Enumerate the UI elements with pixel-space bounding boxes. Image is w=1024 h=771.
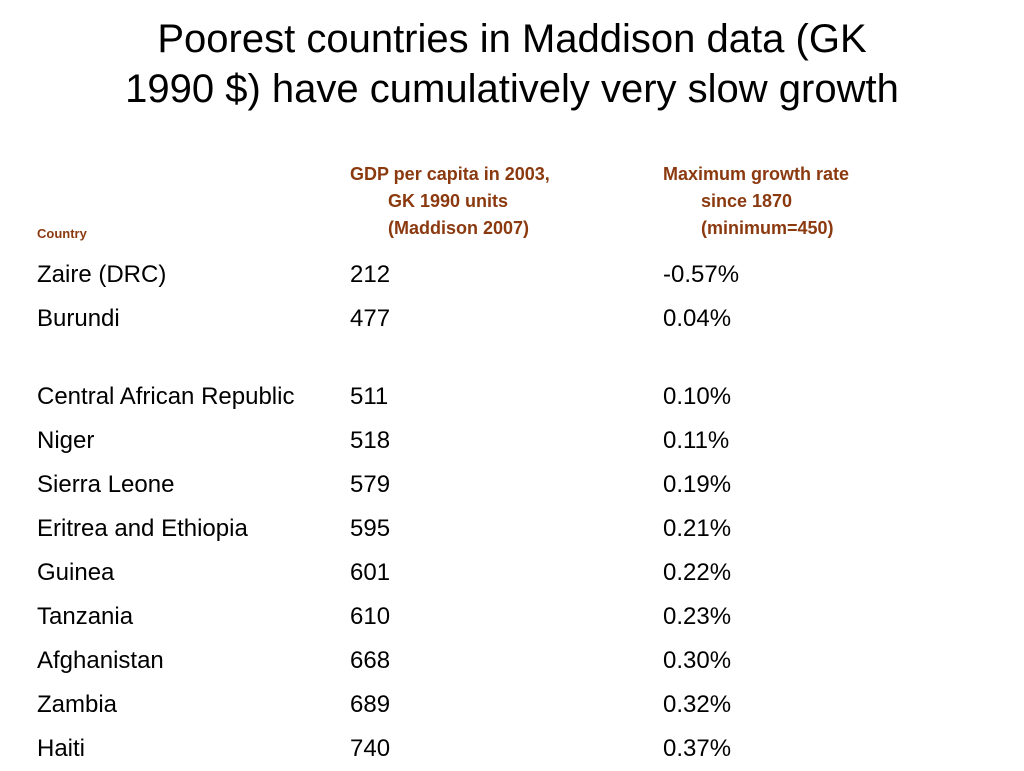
cell-gdp: 212	[350, 261, 391, 288]
column-header-gdp-line-1: GDP per capita in 2003,	[350, 164, 550, 184]
column-header-gdp-line-3: (Maddison 2007)	[388, 218, 530, 238]
table-row: Zaire (DRC) 212 -0.57%	[0, 253, 1024, 297]
slide-title: Poorest countries in Maddison data (GK 1…	[0, 14, 1024, 114]
cell-country: Niger	[37, 427, 95, 454]
cell-gdp: 601	[350, 559, 391, 586]
data-table-body: Zaire (DRC) 212 -0.57% Burundi 477 0.04%…	[0, 253, 1024, 771]
cell-country: Afghanistan	[37, 647, 164, 674]
cell-country: Sierra Leone	[37, 471, 175, 498]
table-row: Haiti 740 0.37%	[0, 727, 1024, 771]
table-row: Guinea 601 0.22%	[0, 551, 1024, 595]
column-header-growth-line-1: Maximum growth rate	[663, 164, 850, 184]
column-header-growth-line-2: since 1870	[701, 191, 793, 211]
column-header-country: Country	[37, 226, 87, 241]
cell-growth: 0.19%	[663, 471, 732, 498]
cell-country: Zambia	[37, 691, 118, 718]
table-row: Burundi 477 0.04%	[0, 297, 1024, 341]
table-row: Tanzania 610 0.23%	[0, 595, 1024, 639]
cell-growth: 0.10%	[663, 383, 732, 410]
table-row: Central African Republic 511 0.10%	[0, 341, 1024, 419]
cell-growth: 0.11%	[663, 427, 730, 454]
cell-country: Guinea	[37, 559, 115, 586]
cell-growth: 0.32%	[663, 691, 732, 718]
table-row: Sierra Leone 579 0.19%	[0, 463, 1024, 507]
table-row: Zambia 689 0.32%	[0, 683, 1024, 727]
cell-growth: 0.21%	[663, 515, 732, 542]
cell-growth: -0.57%	[663, 261, 740, 288]
column-header-gdp: GDP per capita in 2003, GK 1990 units (M…	[350, 161, 550, 242]
cell-gdp: 740	[350, 735, 391, 762]
cell-gdp: 477	[350, 305, 391, 332]
table-row: Eritrea and Ethiopia 595 0.21%	[0, 507, 1024, 551]
cell-gdp: 518	[350, 427, 391, 454]
cell-growth: 0.30%	[663, 647, 732, 674]
column-header-gdp-line-2: GK 1990 units	[388, 191, 509, 211]
cell-country: Haiti	[37, 735, 86, 762]
cell-growth: 0.22%	[663, 559, 732, 586]
cell-country: Central African Republic	[37, 383, 295, 410]
cell-growth: 0.37%	[663, 735, 732, 762]
cell-gdp: 689	[350, 691, 391, 718]
column-header-growth-line-3: (minimum=450)	[701, 218, 834, 238]
cell-gdp: 668	[350, 647, 391, 674]
cell-growth: 0.23%	[663, 603, 732, 630]
cell-growth: 0.04%	[663, 305, 732, 332]
cell-gdp: 511	[350, 383, 389, 410]
cell-country: Tanzania	[37, 603, 134, 630]
table-row: Afghanistan 668 0.30%	[0, 639, 1024, 683]
table-row: Niger 518 0.11%	[0, 419, 1024, 463]
cell-gdp: 610	[350, 603, 391, 630]
slide-title-line-1: Poorest countries in Maddison data (GK	[157, 17, 867, 61]
cell-gdp: 579	[350, 471, 391, 498]
cell-country: Burundi	[37, 305, 120, 332]
cell-country: Eritrea and Ethiopia	[37, 515, 248, 542]
column-header-growth: Maximum growth rate since 1870 (minimum=…	[663, 161, 849, 242]
cell-country: Zaire (DRC)	[37, 261, 167, 288]
slide-title-line-2: 1990 $) have cumulatively very slow grow…	[125, 67, 899, 111]
cell-gdp: 595	[350, 515, 391, 542]
